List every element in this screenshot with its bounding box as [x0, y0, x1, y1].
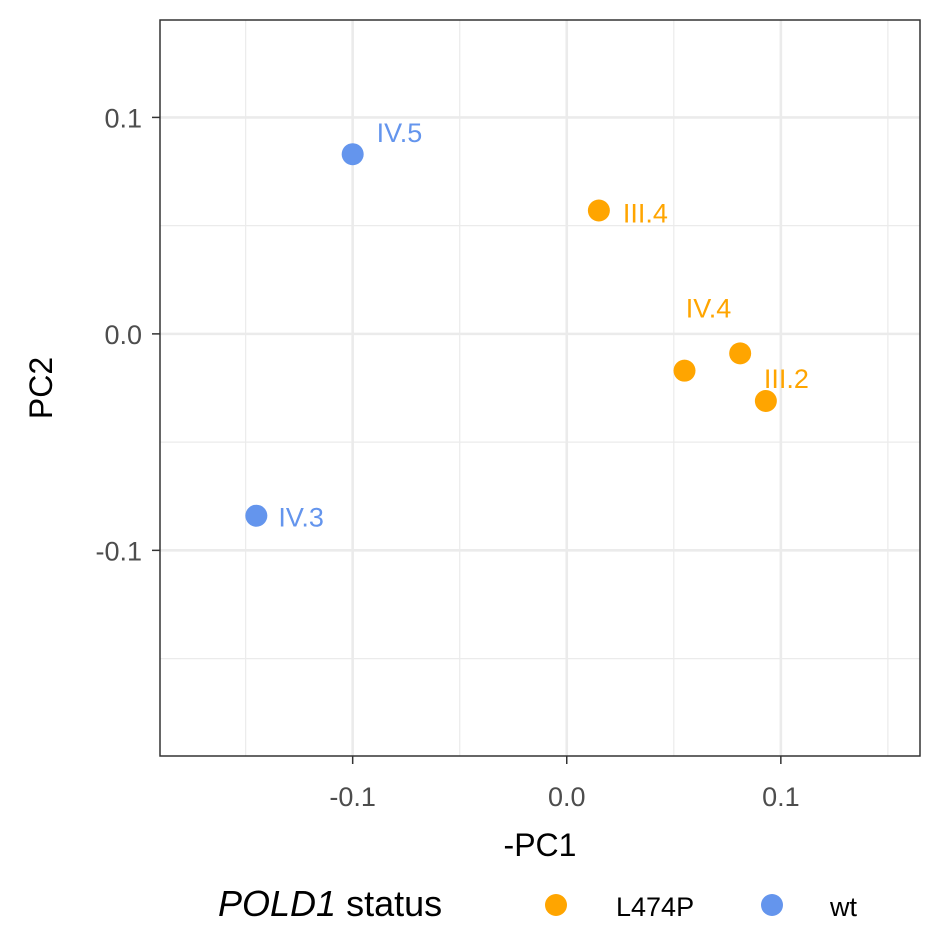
x-tick-label-0: -0.1: [329, 782, 376, 812]
data-points: [245, 143, 777, 527]
point-unlabeled-4: [729, 342, 752, 365]
y-axis-ticks: -0.1 0.0 0.1: [95, 103, 160, 566]
data-point-labels: IV.5 IV.3 III.4 IV.4 III.2: [278, 118, 809, 533]
point-iv-5: [341, 143, 364, 166]
minor-gridlines: [160, 20, 920, 756]
legend-key-wt: [761, 894, 783, 916]
y-tick-label-1: 0.0: [104, 320, 142, 350]
point-label-iv-4: IV.4: [686, 294, 732, 324]
legend-label-wt: wt: [829, 892, 857, 922]
plot-border: [159, 19, 921, 757]
y-axis-title: PC2: [23, 357, 59, 419]
legend-title: POLD1 status: [218, 883, 442, 924]
point-iv-3: [245, 504, 268, 527]
plot-panel: [160, 20, 920, 756]
legend-label-l474p: L474P: [616, 892, 694, 922]
point-iv-4: [673, 359, 696, 382]
major-gridlines: [160, 20, 920, 756]
x-axis-ticks: -0.1 0.0 0.1: [329, 756, 800, 812]
x-tick-label-2: 0.1: [762, 782, 800, 812]
x-tick-label-1: 0.0: [548, 782, 586, 812]
legend-key-l474p: [545, 894, 567, 916]
legend: POLD1 status L474P wt: [218, 883, 857, 924]
y-tick-label-0: -0.1: [95, 536, 142, 566]
point-label-iv-3: IV.3: [278, 503, 324, 533]
point-label-iii-2: III.2: [764, 364, 809, 394]
y-tick-label-2: 0.1: [104, 103, 142, 133]
point-iii-2: [754, 389, 777, 412]
x-axis-title: -PC1: [504, 827, 577, 863]
point-label-iii-4: III.4: [623, 198, 668, 228]
legend-title-suffix: status: [336, 883, 442, 924]
point-label-iv-5: IV.5: [377, 118, 423, 148]
legend-title-gene: POLD1: [218, 883, 336, 924]
point-iii-4: [587, 199, 610, 222]
